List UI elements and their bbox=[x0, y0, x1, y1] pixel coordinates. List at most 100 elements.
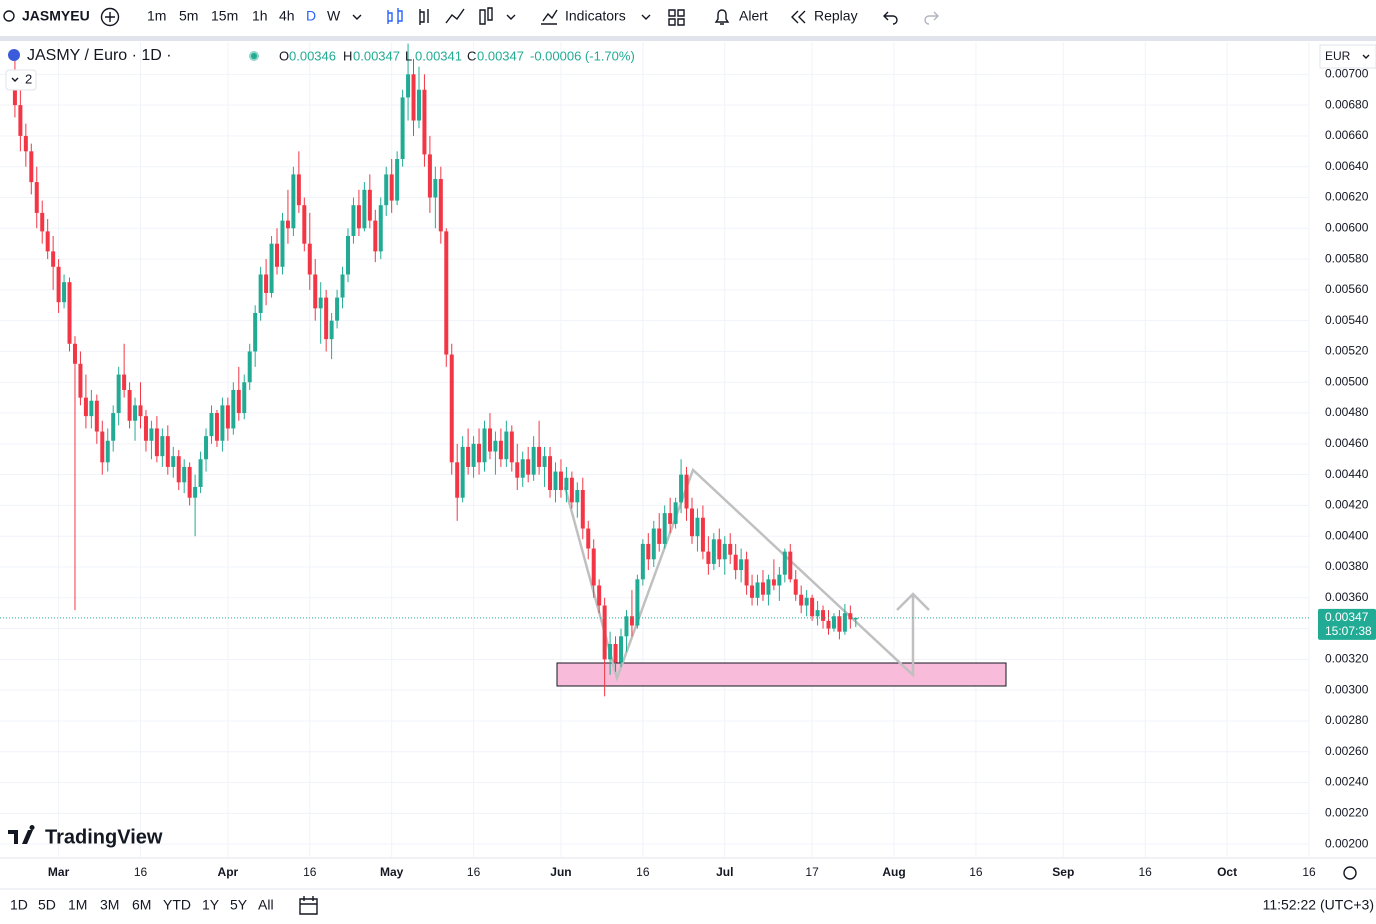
candle-body bbox=[204, 436, 209, 460]
y-tick-label: 0.00640 bbox=[1325, 159, 1369, 173]
candle-body bbox=[416, 89, 421, 121]
candle-body bbox=[640, 543, 645, 580]
interval-button[interactable]: 5m bbox=[179, 8, 198, 24]
candle-body bbox=[198, 459, 203, 487]
range-button[interactable]: YTD bbox=[163, 897, 191, 913]
candle-body bbox=[619, 636, 624, 663]
candle-body bbox=[40, 212, 45, 232]
range-button[interactable]: All bbox=[258, 897, 274, 913]
interval-menu[interactable] bbox=[352, 14, 362, 20]
candle-body bbox=[444, 231, 449, 355]
y-tick-label: 0.00360 bbox=[1325, 590, 1369, 604]
interval-button[interactable]: W bbox=[327, 8, 341, 24]
candle-body bbox=[236, 389, 241, 414]
candle-body bbox=[111, 413, 116, 441]
candle-body bbox=[400, 97, 405, 160]
ohlc-value: 0.00346 bbox=[289, 48, 336, 63]
range-button[interactable]: 5Y bbox=[230, 897, 248, 913]
range-button[interactable]: 5D bbox=[38, 897, 56, 913]
redo[interactable] bbox=[924, 11, 939, 25]
candle-body bbox=[477, 443, 482, 463]
candle-body bbox=[504, 431, 509, 460]
candles-icon[interactable] bbox=[387, 8, 403, 24]
toolbar-divider bbox=[0, 36, 1376, 41]
add-symbol[interactable] bbox=[100, 7, 120, 27]
symbol[interactable]: JASMYEU bbox=[22, 8, 90, 24]
indicators-menu[interactable] bbox=[641, 14, 651, 20]
candle-body bbox=[613, 643, 618, 663]
y-tick-label: 0.00260 bbox=[1325, 744, 1369, 758]
candle-body bbox=[18, 105, 23, 136]
candle-body bbox=[100, 431, 105, 463]
date-range-icon[interactable] bbox=[299, 896, 318, 915]
x-tick-label: Apr bbox=[218, 865, 239, 879]
bars-icon[interactable] bbox=[419, 9, 429, 25]
pattern-drawing[interactable] bbox=[563, 467, 915, 683]
range-button[interactable]: 1M bbox=[68, 897, 87, 913]
candle-body bbox=[56, 266, 61, 303]
x-tick-label: May bbox=[380, 865, 404, 879]
candle-body bbox=[793, 579, 798, 595]
candle-body bbox=[706, 551, 711, 564]
indicators-icon bbox=[541, 9, 558, 25]
indicators-button[interactable]: Indicators bbox=[565, 8, 626, 24]
chart-type-menu[interactable] bbox=[506, 14, 516, 20]
replay-button[interactable]: Replay bbox=[814, 8, 858, 24]
indicator-toggle[interactable] bbox=[5, 69, 37, 91]
range-button[interactable]: 1Y bbox=[202, 897, 220, 913]
candle-body bbox=[193, 486, 198, 498]
range-button[interactable]: 6M bbox=[132, 897, 151, 913]
candle-body bbox=[689, 508, 694, 537]
legend-title[interactable]: JASMY / Euro · 1D · bbox=[27, 47, 172, 64]
x-tick-label: 16 bbox=[303, 865, 317, 879]
alert-button[interactable]: Alert bbox=[739, 8, 768, 24]
candle-body bbox=[739, 559, 744, 571]
chart-type-icon[interactable] bbox=[479, 7, 493, 25]
y-tick-label: 0.00320 bbox=[1325, 652, 1369, 666]
search-icon[interactable] bbox=[3, 10, 15, 22]
candle-body bbox=[116, 374, 121, 414]
settings-icon[interactable] bbox=[1343, 866, 1357, 880]
symbol-logo bbox=[8, 49, 20, 61]
currency[interactable]: EUR bbox=[1325, 49, 1351, 63]
undo[interactable] bbox=[883, 11, 898, 25]
ohlc-change: -0.00006 (-1.70%) bbox=[530, 48, 635, 63]
watermark: TradingView bbox=[45, 826, 163, 848]
candle-body bbox=[591, 548, 596, 586]
candle-body bbox=[285, 220, 290, 229]
layouts-icon[interactable] bbox=[668, 9, 685, 26]
line-icon[interactable] bbox=[445, 8, 465, 24]
candle-body bbox=[750, 585, 755, 598]
x-tick-label: Oct bbox=[1217, 865, 1237, 879]
candle-body bbox=[821, 610, 826, 621]
candle-body bbox=[520, 459, 525, 478]
candle-body bbox=[182, 466, 187, 483]
candle-body bbox=[700, 517, 705, 552]
x-tick-label: 17 bbox=[805, 865, 819, 879]
x-tick-label: 16 bbox=[636, 865, 650, 879]
interval-button[interactable]: 1m bbox=[147, 8, 166, 24]
y-tick-label: 0.00620 bbox=[1325, 190, 1369, 204]
interval-button[interactable]: D bbox=[306, 8, 316, 24]
interval-button[interactable]: 15m bbox=[211, 8, 238, 24]
candle-body bbox=[668, 513, 673, 524]
candle-body bbox=[766, 579, 771, 595]
candle-body bbox=[89, 400, 94, 417]
candle-body bbox=[340, 274, 345, 298]
countdown-label: 15:07:38 bbox=[1325, 624, 1372, 638]
interval-button[interactable]: 1h bbox=[252, 8, 268, 24]
range-button[interactable]: 1D bbox=[10, 897, 28, 913]
candle-body bbox=[438, 179, 443, 232]
interval-button[interactable]: 4h bbox=[279, 8, 295, 24]
candle-body bbox=[608, 643, 613, 660]
support-zone[interactable] bbox=[556, 662, 1007, 687]
currency-box[interactable] bbox=[1319, 44, 1376, 69]
x-tick-label: 16 bbox=[134, 865, 148, 879]
candle-body bbox=[815, 610, 820, 617]
candle-body bbox=[853, 617, 858, 620]
alert-icon bbox=[714, 9, 730, 25]
candle-body bbox=[466, 446, 471, 467]
range-button[interactable]: 3M bbox=[100, 897, 119, 913]
candle-body bbox=[629, 616, 634, 626]
